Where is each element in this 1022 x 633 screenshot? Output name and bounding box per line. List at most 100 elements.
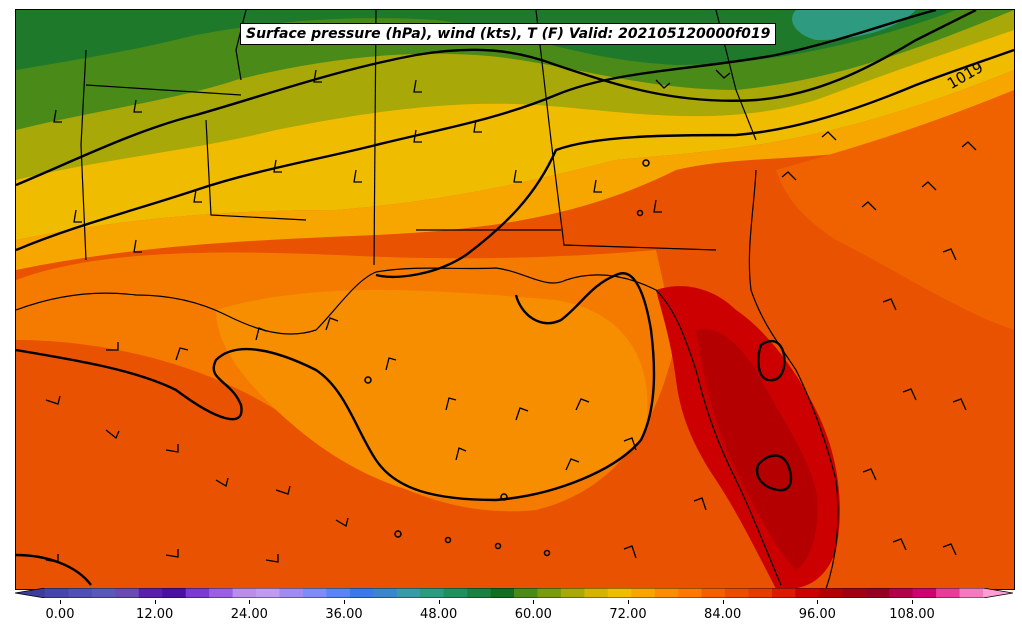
wind-barb [623, 437, 637, 451]
state-line-5 [535, 10, 717, 251]
wind-barb [653, 199, 662, 213]
colorbar-segment [91, 588, 116, 598]
colorbar-segment [818, 588, 843, 598]
weather-map: 1019 Surface pressure (hPa), wind (kts),… [15, 9, 1015, 590]
wind-barb [53, 109, 62, 123]
temp-fill-atlantic-warm [776, 90, 1014, 330]
map-title: Surface pressure (hPa), wind (kts), T (F… [240, 23, 777, 45]
isobar-dot-1 [642, 159, 650, 167]
temp-fill-central [216, 290, 648, 500]
colorbar-segment [138, 588, 163, 598]
isobar-dot-7 [543, 549, 551, 557]
florida-east-coast [748, 169, 839, 589]
colorbar-segment [912, 588, 937, 598]
colorbar-segment [302, 588, 327, 598]
colorbar-tick-label: 48.00 [420, 607, 458, 622]
wind-barb [715, 69, 731, 79]
colorbar-segment [467, 588, 492, 598]
wind-barb [165, 549, 179, 558]
colorbar-tick-mark [628, 600, 629, 604]
colorbar-segment [396, 588, 421, 598]
wind-barb [892, 538, 907, 551]
colorbar-segment [162, 588, 187, 598]
wind-barb [193, 189, 202, 203]
colorbar-tick-mark [533, 600, 535, 604]
wind-barb [473, 119, 482, 133]
isobar-line-south [375, 48, 1014, 278]
colorbar-extend-high [983, 588, 1013, 598]
wind-barb [882, 298, 897, 311]
state-line-4 [373, 10, 377, 266]
isobar-small-loop-1 [757, 339, 786, 382]
wind-barb [325, 317, 339, 331]
colorbar-segment [771, 588, 796, 598]
wind-barb [902, 388, 917, 401]
colorbar-segment [654, 588, 679, 598]
wind-barb [73, 209, 82, 223]
wind-barb [593, 179, 602, 193]
wind-barb [275, 485, 291, 495]
colorbar-segment [701, 588, 726, 598]
colorbar-tick-label: 84.00 [704, 607, 742, 622]
wind-barb [133, 99, 142, 113]
wind-barb [385, 357, 397, 371]
colorbar-ticks: 0.00 12.00 24.00 36.00 48.00 60.00 72.00 84.00 9… [0, 600, 1022, 630]
isobar-dot-5 [444, 536, 452, 544]
colorbar-segment [45, 588, 69, 598]
colorbar-segment [842, 588, 867, 598]
wind-barb [165, 444, 179, 453]
wind-barb [862, 468, 877, 481]
wind-barb [215, 477, 229, 488]
colorbar-tick-mark [438, 600, 440, 604]
colorbar-tick-label: 0.00 [45, 607, 75, 622]
wind-barb [942, 543, 957, 556]
colorbar-segment [607, 588, 632, 598]
wind-barb [655, 79, 671, 89]
colorbar-segment [490, 588, 515, 598]
isobar-line-middle [16, 10, 937, 252]
colorbar-segment [889, 588, 914, 598]
wind-barb [335, 517, 349, 528]
wind-barb [106, 342, 119, 351]
colorbar-tick-mark [60, 600, 61, 604]
colorbar-segment [256, 588, 280, 598]
colorbar-extend-low [15, 588, 45, 598]
colorbar-tick-mark [817, 600, 819, 604]
wind-barb [565, 458, 580, 471]
colorbar-tick-label: 108.00 [889, 607, 935, 622]
wind-barb [513, 169, 522, 183]
colorbar-tick-label: 72.00 [609, 607, 647, 622]
colorbar-segment [795, 588, 820, 598]
temp-fill-teal-corner [792, 10, 916, 40]
state-line-1 [80, 49, 87, 261]
wind-barb [445, 397, 457, 411]
wind-barb [273, 159, 282, 173]
isobar-dot-4 [394, 530, 402, 538]
temp-fill-florida-core [696, 329, 818, 570]
colorbar-segment [115, 588, 140, 598]
wind-barb [353, 169, 362, 183]
colorbar-tick-label: 60.00 [514, 607, 552, 622]
wind-barb [45, 554, 59, 563]
isobar-dot-2 [364, 376, 372, 384]
colorbar-segment [748, 588, 773, 598]
colorbar-segment [865, 588, 890, 598]
isobar-dot-8 [636, 209, 644, 217]
temperature-colorbar [15, 588, 1013, 598]
wind-barb [961, 141, 977, 151]
colorbar-tick-mark [249, 600, 251, 604]
isobars [16, 10, 1014, 586]
isobar-line-north [16, 10, 977, 187]
colorbar-segment [279, 588, 304, 598]
wind-barb [623, 545, 637, 559]
isobar-line-gulf-loop [16, 272, 656, 502]
temp-fill-light-orange-band [16, 70, 1014, 270]
wind-barb [781, 171, 797, 181]
colorbar-segment [349, 588, 374, 598]
colorbar-tick-mark [154, 600, 156, 604]
colorbar-segment [326, 588, 351, 598]
wind-barb [575, 398, 590, 411]
colorbar-segment [443, 588, 468, 598]
colorbar-segment [68, 588, 93, 598]
colorbar-segment [373, 588, 398, 598]
